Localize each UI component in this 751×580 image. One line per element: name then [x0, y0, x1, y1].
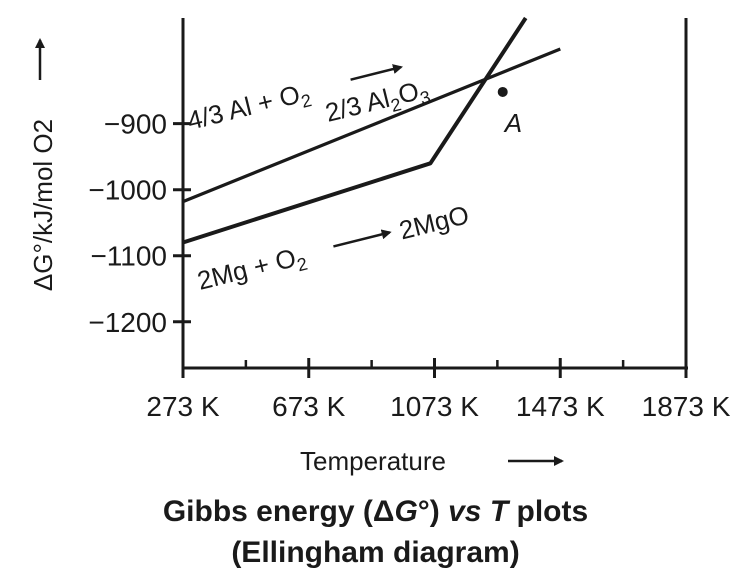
mg-reaction-arrow [333, 229, 392, 248]
mg-reaction-sub: 2 [295, 254, 310, 276]
caption-text-a: Gibbs energy (Δ [162, 495, 395, 528]
y-axis-label-group: ΔG°/kJ/mol O2 [28, 119, 58, 291]
x-tick-label: 1473 K [516, 391, 605, 422]
caption-text-b: °) [417, 495, 449, 528]
al-reaction-arrow [350, 64, 403, 81]
x-axis-label: Temperature [300, 446, 446, 476]
al-product-sub1: 2 [389, 94, 404, 116]
series-layer [182, 16, 561, 245]
caption-line-1: Gibbs energy (ΔG°) vs T plots [0, 495, 751, 529]
svg-text:4/3 Al + O2: 4/3 Al + O2 [184, 76, 313, 139]
mg-reaction-lhs: 2Mg + O [194, 242, 299, 295]
al-reaction-lhs: 4/3 Al + O [184, 79, 303, 136]
caption-text-c [481, 495, 489, 528]
svg-text:2Mg + O2: 2Mg + O2 [194, 240, 309, 300]
series-line-al [182, 47, 561, 204]
ellingham-chart: 273 K 673 K 1073 K 1473 K 1873 K −900 −1000 −1… [28, 16, 731, 476]
mg-reaction-rhs: 2MgO [396, 199, 472, 245]
caption-text-g: G [394, 495, 418, 528]
y-tick-label: −1000 [88, 175, 167, 206]
x-tick-label: 1073 K [390, 391, 479, 422]
al-reaction-sub: 2 [299, 90, 314, 112]
caption-text-t: T [489, 495, 509, 528]
caption-text-d: plots [508, 495, 589, 528]
intersection-point [497, 86, 508, 97]
x-tick-label: 673 K [272, 391, 345, 422]
intersection-label: A [503, 108, 522, 138]
mg-reaction-annotation: 2Mg + O2 2MgO [194, 199, 472, 300]
x-ticks: 273 K 673 K 1073 K 1473 K 1873 K [146, 358, 731, 422]
series-line-mg [182, 16, 528, 245]
y-tick-label: −900 [104, 109, 167, 140]
y-axis-label: ΔG°/kJ/mol O2 [28, 119, 58, 291]
y-tick-label: −1200 [88, 307, 167, 338]
x-tick-label: 1873 K [642, 391, 731, 422]
al-product-sub2: 3 [418, 87, 433, 109]
caption-line-2: (Ellingham diagram) [231, 536, 520, 569]
caption-text-vs: vs [448, 495, 482, 528]
y-tick-label: −1100 [90, 241, 167, 272]
x-tick-label: 273 K [146, 391, 219, 422]
y-ticks: −900 −1000 −1100 −1200 [88, 109, 191, 338]
